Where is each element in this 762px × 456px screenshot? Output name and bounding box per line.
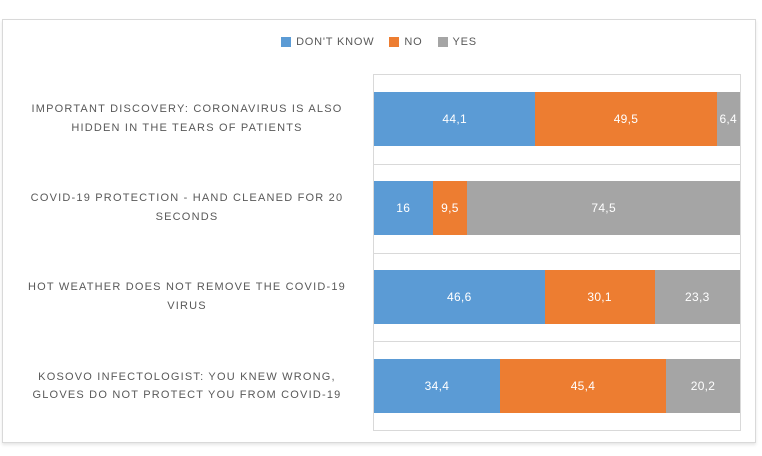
- value-label: 9,5: [441, 201, 459, 216]
- value-label: 45,4: [570, 378, 596, 393]
- value-label: 49,5: [613, 112, 639, 127]
- legend: DON'T KNOW NO YES: [3, 36, 755, 48]
- bar-segment-don-t-know[interactable]: 34,4: [374, 358, 500, 413]
- chart-frame: DON'T KNOW NO YES IMPORTANT DISCOVERY: COR…: [2, 19, 756, 443]
- legend-swatch-icon: [281, 37, 292, 47]
- legend-item[interactable]: DON'T KNOW: [281, 36, 374, 48]
- category-label: IMPORTANT DISCOVERY: CORONAVIRUS IS ALSO…: [31, 102, 343, 134]
- bar-row: 44,1 49,5 6,4: [374, 75, 740, 164]
- bar-segment-don-t-know[interactable]: 46,6: [374, 269, 545, 324]
- category-labels: IMPORTANT DISCOVERY: CORONAVIRUS IS ALSO…: [7, 74, 367, 431]
- bar-segment-don-t-know[interactable]: 16: [374, 181, 433, 236]
- value-label: 44,1: [442, 112, 467, 127]
- bar-row: 34,4 45,4 20,2: [374, 341, 740, 430]
- value-label: 30,1: [587, 289, 612, 304]
- value-label: 34,4: [424, 378, 450, 393]
- stacked-bar: 34,4 45,4 20,2: [374, 358, 740, 413]
- value-label: 23,3: [685, 289, 710, 304]
- plot-area: 44,1 49,5 6,4 16 9,5 74,5 46,6 30,1 23,3 34,4 45,4…: [373, 74, 741, 431]
- bar-segment-no[interactable]: 45,4: [499, 358, 667, 413]
- value-label: 6,4: [719, 112, 738, 127]
- value-label: 46,6: [446, 289, 472, 304]
- legend-label: DON'T KNOW: [296, 36, 375, 48]
- category-label: KOSOVO INFECTOLOGIST: YOU KNEW WRONG, GL…: [32, 370, 342, 402]
- legend-item[interactable]: YES: [437, 36, 477, 48]
- value-label: 74,5: [591, 201, 616, 216]
- bar-segment-don-t-know[interactable]: 44,1: [374, 92, 536, 147]
- bar-row: 16 9,5 74,5: [374, 164, 740, 253]
- value-label: 20,2: [690, 378, 716, 393]
- legend-swatch-icon: [437, 37, 448, 47]
- category-label: COVID-19 PROTECTION - HAND CLEANED FOR 2…: [30, 192, 344, 223]
- bar-row: 46,6 30,1 23,3: [374, 253, 740, 342]
- stacked-bar: 16 9,5 74,5: [374, 181, 740, 236]
- bar-segment-yes[interactable]: 74,5: [467, 181, 740, 236]
- bar-segment-yes[interactable]: 23,3: [654, 269, 740, 324]
- bar-segment-yes[interactable]: 20,2: [666, 358, 740, 413]
- bar-segment-yes[interactable]: 6,4: [716, 92, 740, 147]
- legend-swatch-icon: [389, 37, 400, 47]
- legend-item[interactable]: NO: [389, 36, 422, 48]
- value-label: 16: [396, 201, 411, 216]
- bar-segment-no[interactable]: 9,5: [432, 181, 468, 236]
- bar-segment-no[interactable]: 49,5: [535, 92, 717, 147]
- bar-segment-no[interactable]: 30,1: [544, 269, 655, 324]
- category-label: HOT WEATHER DOES NOT REMOVE THE COVID-19…: [28, 281, 346, 313]
- legend-label: NO: [404, 36, 423, 48]
- stacked-bar: 44,1 49,5 6,4: [374, 92, 740, 147]
- stacked-bar: 46,6 30,1 23,3: [374, 269, 740, 324]
- legend-label: YES: [452, 36, 477, 48]
